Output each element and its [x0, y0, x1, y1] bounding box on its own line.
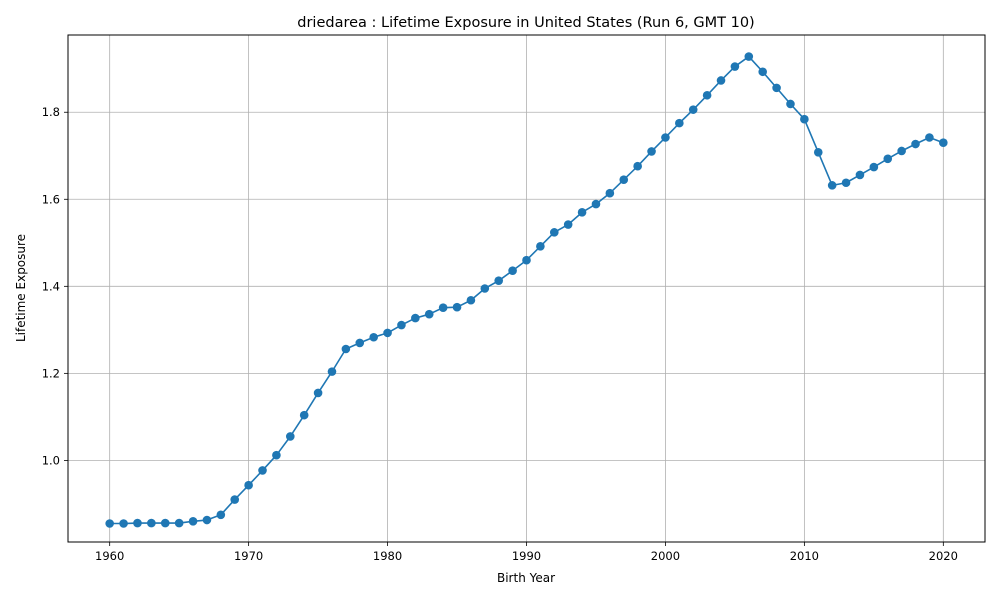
- data-point: [605, 188, 615, 198]
- data-point: [313, 388, 323, 398]
- data-point: [577, 208, 587, 217]
- data-point: [494, 276, 504, 285]
- data-point: [716, 76, 726, 85]
- data-point: [925, 133, 934, 142]
- data-point: [730, 62, 740, 71]
- data-point: [897, 146, 906, 156]
- x-tick-label: 2010: [790, 549, 819, 563]
- y-tick-label: 1.4: [42, 279, 60, 293]
- data-point: [327, 367, 337, 376]
- data-point: [202, 515, 212, 525]
- data-point: [174, 518, 184, 528]
- data-point: [939, 138, 948, 148]
- data-point: [522, 255, 531, 265]
- data-point: [911, 139, 920, 149]
- data-point: [855, 170, 865, 180]
- data-point: [119, 519, 128, 528]
- data-point: [299, 410, 309, 420]
- data-point: [661, 133, 670, 142]
- y-tick-label: 1.0: [42, 453, 60, 467]
- data-point: [675, 118, 684, 128]
- data-markers: [105, 52, 948, 528]
- data-point: [133, 518, 142, 528]
- data-point: [883, 154, 893, 164]
- data-point: [591, 199, 601, 209]
- data-point: [633, 161, 642, 171]
- data-point: [466, 295, 476, 305]
- data-point: [772, 83, 781, 93]
- data-point: [160, 518, 170, 528]
- data-point: [508, 266, 517, 275]
- data-point: [286, 432, 295, 441]
- data-point: [869, 162, 879, 172]
- axis-ticks: 1960 1970 1980 1990 2000 2010 2020 1.0 1.2 1.4 1.6…: [42, 105, 958, 563]
- data-point: [341, 344, 351, 354]
- y-tick-label: 1.8: [42, 105, 60, 119]
- data-point: [563, 220, 573, 229]
- y-tick-label: 1.2: [42, 366, 60, 380]
- data-point: [536, 241, 545, 251]
- data-point: [424, 309, 434, 319]
- chart-title: driedarea : Lifetime Exposure in United …: [297, 15, 754, 31]
- data-point: [800, 114, 809, 124]
- data-point: [841, 178, 851, 188]
- data-point: [411, 313, 420, 323]
- data-point: [383, 328, 392, 338]
- x-axis-label: Birth Year: [497, 571, 555, 585]
- data-point: [702, 90, 712, 100]
- data-point: [744, 52, 754, 61]
- data-point: [147, 518, 156, 528]
- data-point: [480, 284, 490, 293]
- x-tick-label: 2020: [929, 549, 958, 563]
- x-tick-label: 1990: [512, 549, 541, 563]
- data-point: [355, 338, 365, 348]
- data-point: [258, 466, 267, 475]
- data-point: [549, 228, 559, 237]
- x-tick-label: 2000: [651, 549, 680, 563]
- data-point: [827, 181, 837, 190]
- data-point: [438, 303, 448, 312]
- data-point: [230, 495, 240, 504]
- x-tick-label: 1960: [95, 549, 124, 563]
- data-point: [619, 175, 629, 184]
- x-tick-label: 1980: [373, 549, 402, 563]
- data-point: [786, 99, 795, 109]
- data-point: [216, 510, 226, 520]
- data-point: [369, 332, 378, 342]
- data-point: [397, 320, 406, 330]
- data-point: [813, 147, 823, 157]
- data-point: [452, 302, 462, 312]
- data-point: [758, 67, 767, 77]
- data-point: [688, 105, 698, 114]
- data-point: [647, 147, 656, 156]
- y-tick-label: 1.6: [42, 192, 60, 206]
- data-point: [105, 519, 114, 528]
- x-tick-label: 1970: [234, 549, 263, 563]
- data-point: [188, 517, 198, 526]
- data-point: [272, 450, 281, 460]
- data-point: [244, 480, 253, 490]
- y-axis-label: Lifetime Exposure: [14, 234, 28, 342]
